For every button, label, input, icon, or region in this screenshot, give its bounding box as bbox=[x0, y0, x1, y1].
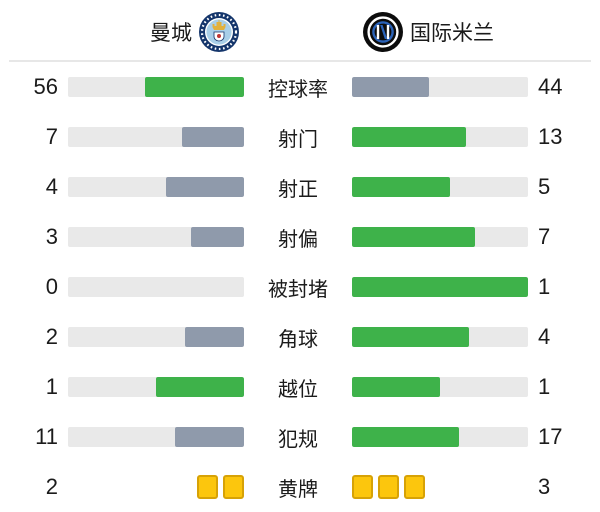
stat-label: 黄牌 bbox=[278, 478, 318, 501]
home-bar-track bbox=[68, 427, 244, 447]
inter-milan-badge-icon bbox=[363, 12, 403, 52]
yellow-card-icon bbox=[223, 475, 244, 499]
home-stat-value: 2 bbox=[45, 324, 58, 349]
away-bar-fill bbox=[352, 77, 430, 97]
away-stat-value: 13 bbox=[538, 124, 563, 149]
stat-label: 越位 bbox=[278, 378, 318, 401]
home-bar-fill bbox=[145, 77, 244, 97]
home-yellow-cards bbox=[68, 475, 244, 499]
yellow-card-icon bbox=[404, 475, 425, 499]
away-bar-track bbox=[352, 277, 528, 297]
home-bar-track bbox=[68, 327, 244, 347]
away-stat-value: 4 bbox=[538, 324, 551, 349]
match-header: 曼城 国际米兰 bbox=[0, 0, 600, 60]
away-stat-value: 1 bbox=[538, 274, 551, 299]
home-stat-value: 4 bbox=[45, 174, 58, 199]
stat-row: 4 射正 5 bbox=[0, 162, 600, 212]
home-stat-value: 7 bbox=[45, 124, 58, 149]
home-bar-fill bbox=[165, 177, 244, 197]
home-bar-track bbox=[68, 177, 244, 197]
stats-list: 56 控球率 44 7 射门 13 4 射正 5 3 射偏 7 0 被封堵 1 2 角球 4 1 越位 1 11 犯规 17 2… bbox=[0, 62, 600, 512]
home-bar-fill bbox=[174, 427, 244, 447]
away-bar-track bbox=[352, 327, 528, 347]
home-bar-track bbox=[68, 277, 244, 297]
away-bar-track bbox=[352, 377, 528, 397]
stat-row: 7 射门 13 bbox=[0, 112, 600, 162]
away-bar-fill bbox=[352, 127, 467, 147]
stat-row: 3 射偏 7 bbox=[0, 212, 600, 262]
stat-row: 1 越位 1 bbox=[0, 362, 600, 412]
yellow-cards-row: 2 黄牌 3 bbox=[0, 462, 600, 512]
away-bar-fill bbox=[352, 327, 470, 347]
away-bar-fill bbox=[352, 227, 476, 247]
home-bar-track bbox=[68, 227, 244, 247]
stat-label: 被封堵 bbox=[268, 278, 328, 301]
away-stat-value: 1 bbox=[538, 374, 551, 399]
stat-row: 2 角球 4 bbox=[0, 312, 600, 362]
home-stat-value: 56 bbox=[33, 74, 58, 99]
away-bar-track bbox=[352, 177, 528, 197]
stat-row: 0 被封堵 1 bbox=[0, 262, 600, 312]
home-team-name: 曼城 bbox=[150, 22, 192, 45]
yellow-card-icon bbox=[197, 475, 218, 499]
away-bar-track bbox=[352, 127, 528, 147]
home-bar-track bbox=[68, 377, 244, 397]
stat-label: 控球率 bbox=[268, 78, 328, 101]
home-stat-value: 11 bbox=[35, 424, 58, 449]
away-team-name: 国际米兰 bbox=[410, 22, 494, 45]
home-bar-fill bbox=[185, 327, 244, 347]
stat-label: 犯规 bbox=[278, 428, 318, 451]
away-stat-value: 17 bbox=[538, 424, 563, 449]
home-bar-fill bbox=[191, 227, 244, 247]
stat-row: 11 犯规 17 bbox=[0, 412, 600, 462]
home-bar-fill bbox=[182, 127, 244, 147]
stat-row: 56 控球率 44 bbox=[0, 62, 600, 112]
away-stat-value: 44 bbox=[538, 74, 563, 99]
yellow-card-icon bbox=[352, 475, 373, 499]
stat-label: 射偏 bbox=[278, 228, 318, 251]
home-stat-value: 1 bbox=[45, 374, 58, 399]
home-stat-value: 3 bbox=[45, 224, 58, 249]
manchester-city-badge-icon bbox=[199, 12, 239, 52]
team-away: 国际米兰 bbox=[363, 12, 494, 52]
header-divider bbox=[9, 60, 591, 62]
home-stat-value: 2 bbox=[45, 474, 58, 499]
away-bar-fill bbox=[352, 427, 459, 447]
away-bar-track bbox=[352, 77, 528, 97]
home-bar-track bbox=[68, 127, 244, 147]
stat-label: 射正 bbox=[278, 178, 318, 201]
away-yellow-cards bbox=[352, 475, 528, 499]
yellow-card-icon bbox=[378, 475, 399, 499]
stat-label: 射门 bbox=[278, 128, 318, 151]
stat-label: 角球 bbox=[278, 328, 318, 351]
away-bar-fill bbox=[352, 277, 528, 297]
away-stat-value: 3 bbox=[538, 474, 551, 499]
away-bar-track bbox=[352, 427, 528, 447]
away-bar-fill bbox=[352, 377, 440, 397]
home-stat-value: 0 bbox=[45, 274, 58, 299]
away-stat-value: 5 bbox=[538, 174, 551, 199]
away-bar-fill bbox=[352, 177, 450, 197]
away-stat-value: 7 bbox=[538, 224, 551, 249]
home-bar-fill bbox=[156, 377, 244, 397]
away-bar-track bbox=[352, 227, 528, 247]
team-home: 曼城 bbox=[150, 12, 239, 52]
home-bar-track bbox=[68, 77, 244, 97]
